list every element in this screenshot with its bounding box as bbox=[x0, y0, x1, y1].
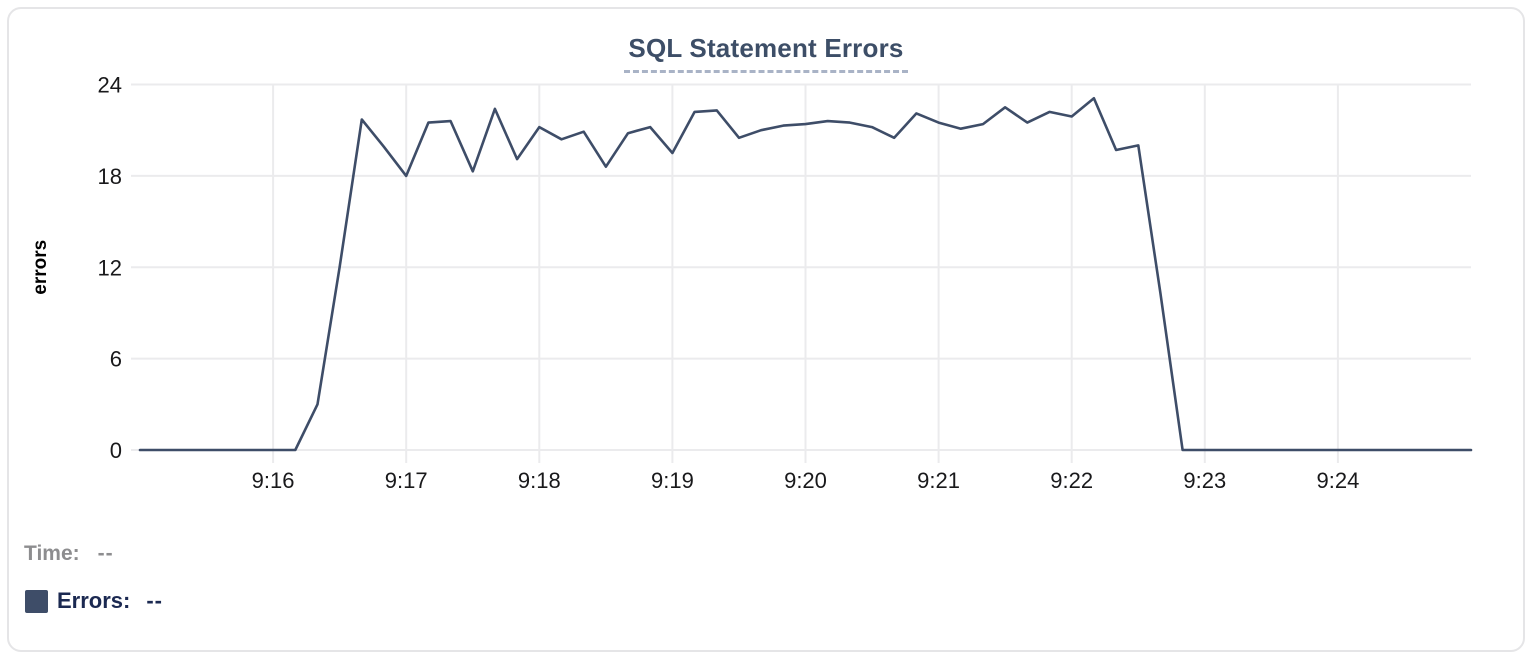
errors-line-chart[interactable]: 0 6 12 18 24 9:16 9:17 9:18 9:19 9:20 9:21 9:22 9:23… bbox=[0, 0, 1528, 515]
x-tick-label: 9:20 bbox=[784, 468, 827, 493]
chart-header: SQL Statement Errors bbox=[9, 33, 1523, 73]
time-value: -- bbox=[97, 542, 114, 565]
x-tick-label: 9:18 bbox=[518, 468, 561, 493]
y-tick-label: 6 bbox=[110, 347, 122, 372]
y-tick-label: 12 bbox=[98, 255, 122, 280]
x-tick-label: 9:19 bbox=[651, 468, 694, 493]
y-tick-label: 0 bbox=[110, 438, 122, 463]
x-tick-label: 9:24 bbox=[1316, 468, 1359, 493]
y-tick-label: 18 bbox=[98, 164, 122, 189]
y-axis-title: errors bbox=[30, 240, 51, 295]
legend-errors-row: Errors: -- bbox=[25, 588, 163, 614]
chart-gridlines bbox=[131, 83, 1471, 463]
x-tick-label: 9:23 bbox=[1183, 468, 1226, 493]
time-label: Time: bbox=[24, 542, 80, 565]
errors-label: Errors: bbox=[57, 588, 131, 613]
tooltip-time-row: Time: -- bbox=[24, 542, 114, 566]
chart-axis-labels: 0 6 12 18 24 9:16 9:17 9:18 9:19 9:20 9:21 9:22 9:23… bbox=[30, 73, 1359, 494]
x-tick-label: 9:21 bbox=[917, 468, 960, 493]
errors-line-series[interactable] bbox=[138, 96, 1473, 452]
errors-series-swatch bbox=[25, 589, 48, 613]
errors-value: -- bbox=[146, 588, 164, 613]
y-tick-label: 24 bbox=[98, 73, 122, 98]
sql-errors-chart-card: SQL Statement Errors 0 6 12 18 24 9:16 9:17 9:1… bbox=[7, 7, 1525, 652]
x-tick-label: 9:22 bbox=[1050, 468, 1093, 493]
x-tick-label: 9:16 bbox=[252, 468, 295, 493]
chart-title[interactable]: SQL Statement Errors bbox=[624, 33, 908, 73]
x-tick-label: 9:17 bbox=[385, 468, 428, 493]
